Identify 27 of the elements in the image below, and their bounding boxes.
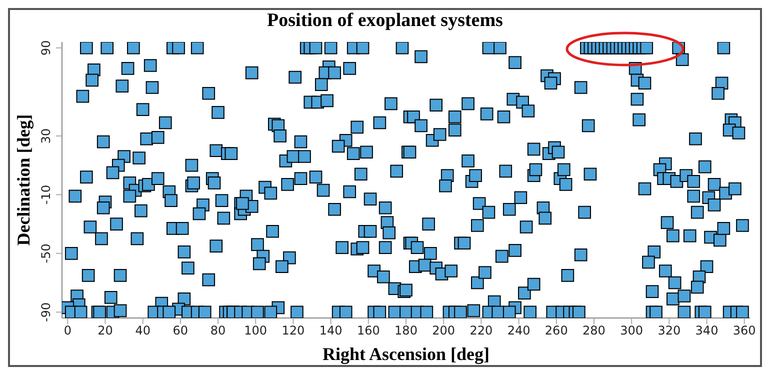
x-tick-label: 40 <box>135 324 150 338</box>
chart-title: Position of exoplanet systems <box>266 10 504 32</box>
x-tick-label: 120 <box>282 324 305 338</box>
x-tick-label: 340 <box>695 324 718 338</box>
x-tick-label: 240 <box>507 324 530 338</box>
y-tick-label: 90 <box>39 40 53 56</box>
x-tick-label: 200 <box>432 324 456 338</box>
x-tick-label: 360 <box>732 324 756 338</box>
x-tick-label: 80 <box>210 324 226 338</box>
x-tick-label: 140 <box>319 324 342 338</box>
y-tick-label: -50 <box>39 244 53 264</box>
x-tick-label: 0 <box>64 324 72 338</box>
x-tick-label: 320 <box>658 324 681 338</box>
x-tick-label: 100 <box>244 324 268 338</box>
y-axis-title: Declination [deg] <box>14 114 34 246</box>
x-tick-label: 20 <box>98 324 113 338</box>
x-tick-label: 300 <box>620 324 644 338</box>
x-tick-label: 260 <box>544 324 568 338</box>
y-tick-label: 30 <box>39 128 53 144</box>
y-tick-label: -10 <box>39 184 53 204</box>
x-tick-label: 60 <box>172 324 188 338</box>
x-tick-label: 220 <box>470 324 493 338</box>
x-axis-title: Right Ascension [deg] <box>321 344 490 365</box>
x-tick-label: 180 <box>394 324 418 338</box>
y-tick-label: -90 <box>39 302 53 322</box>
x-tick-label: 160 <box>356 324 380 338</box>
x-tick-label: 280 <box>582 324 606 338</box>
